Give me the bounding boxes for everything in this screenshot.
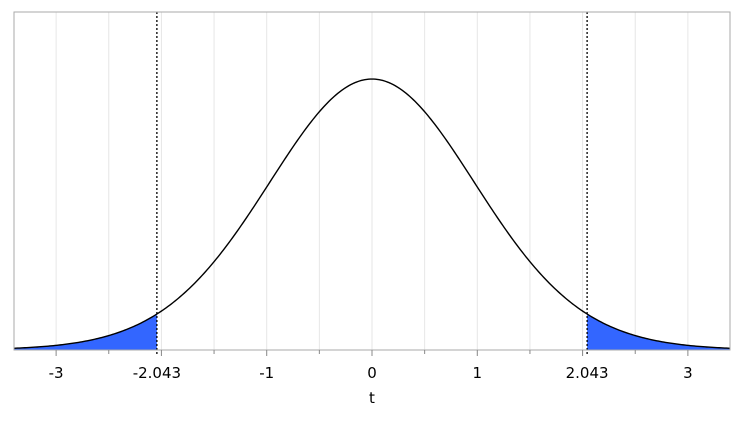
tick-label: 0: [367, 364, 377, 382]
density-curve-group: [13, 78, 731, 349]
shaded-tail-region: [14, 314, 157, 350]
tick-label: -3: [49, 364, 64, 382]
shaded-tail-region: [587, 314, 730, 350]
critical-value-lines: [156, 12, 588, 356]
tick-label: -2.043: [133, 364, 181, 382]
x-axis-ticks: -3 -2.043 -1 0 1 2.043 3: [49, 350, 693, 382]
tick-label: 3: [683, 364, 693, 382]
gridlines: [55, 12, 689, 350]
tick-label: 2.043: [566, 364, 609, 382]
x-axis-label: t: [369, 389, 375, 407]
density-curve: [13, 78, 731, 349]
tick-label: -1: [259, 364, 274, 382]
shaded-tails: [14, 314, 730, 350]
tick-label: 1: [473, 364, 483, 382]
